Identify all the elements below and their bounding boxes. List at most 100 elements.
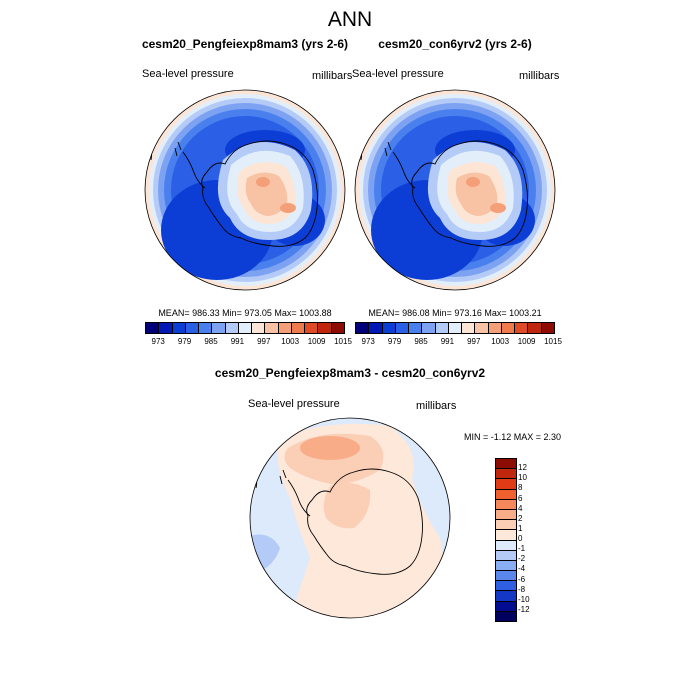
panel1-stats: MEAN= 986.33 Min= 973.05 Max= 1003.88 (158, 308, 332, 318)
colorbar-label: 979 (177, 337, 192, 346)
diff-title: cesm20_Pengfeiexp8mam3 - cesm20_con6yrv2 (214, 366, 486, 380)
panel1-map (144, 89, 346, 291)
colorbar-label: 1003 (281, 337, 300, 346)
colorbar-label: 1009 (307, 337, 326, 346)
colorbar-label: 979 (387, 337, 402, 346)
colorbar-swatch (318, 323, 332, 333)
colorbar-swatch (496, 530, 516, 541)
panel2-map (354, 89, 556, 291)
colorbar-label: 1 (518, 523, 523, 533)
panel1-colorbar-labels: 973 979 985 991 997 1003 1009 1015 (145, 337, 352, 347)
panel1-colorbar (145, 322, 345, 334)
panel2-colorbar-labels: 973 979 985 991 997 1003 1009 1015 (355, 337, 562, 347)
colorbar-label: 4 (518, 503, 523, 513)
colorbar-swatch (305, 323, 319, 333)
colorbar-swatch (212, 323, 226, 333)
colorbar-label: 973 (361, 337, 375, 346)
diff-map (249, 417, 451, 619)
colorbar-swatch (369, 323, 383, 333)
colorbar-swatch (172, 323, 186, 333)
colorbar-label: 0 (518, 534, 523, 543)
colorbar-label: 12 (518, 463, 527, 473)
panel2-colorbar (355, 322, 555, 334)
colorbar-label: 1015 (334, 337, 352, 346)
colorbar-swatch (475, 323, 489, 333)
colorbar-swatch (496, 499, 516, 510)
colorbar-label: 8 (518, 483, 523, 493)
colorbar-swatch (159, 323, 173, 333)
panel2-units: millibars (519, 70, 560, 82)
colorbar-swatch (422, 323, 436, 333)
diff-units: millibars (416, 400, 457, 412)
colorbar-swatch (331, 323, 344, 333)
colorbar-swatch (199, 323, 213, 333)
colorbar-swatch (409, 323, 423, 333)
colorbar-swatch (496, 550, 516, 561)
colorbar-swatch (496, 459, 516, 470)
colorbar-label: -8 (518, 584, 526, 594)
colorbar-label: 2 (518, 513, 523, 523)
panel2-variable: Sea-level pressure (352, 68, 444, 80)
colorbar-swatch (278, 323, 292, 333)
colorbar-label: -10 (518, 594, 530, 604)
colorbar-label: 985 (204, 337, 218, 346)
colorbar-label: 997 (257, 337, 271, 346)
colorbar-swatch (496, 571, 516, 582)
colorbar-swatch (225, 323, 239, 333)
colorbar-swatch (496, 591, 516, 602)
coastline (201, 140, 318, 247)
colorbar-label: -12 (518, 604, 530, 614)
colorbar-swatch (356, 323, 370, 333)
panel1-units: millibars (312, 70, 353, 82)
colorbar-swatch (541, 323, 554, 333)
colorbar-label: 1003 (491, 337, 510, 346)
colorbar-swatch (496, 601, 516, 612)
colorbar-swatch (515, 323, 529, 333)
colorbar-swatch (496, 469, 516, 480)
figure-title: ANN (327, 8, 373, 31)
colorbar-swatch (146, 323, 160, 333)
colorbar-label: 1009 (517, 337, 536, 346)
colorbar-label: 973 (151, 337, 165, 346)
colorbar-swatch (462, 323, 476, 333)
colorbar-label: -6 (518, 574, 526, 584)
colorbar-swatch (496, 489, 516, 500)
colorbar-swatch (496, 540, 516, 551)
colorbar-swatch (496, 581, 516, 592)
colorbar-label: 1015 (544, 337, 562, 346)
colorbar-swatch (185, 323, 200, 333)
colorbar-label: -4 (518, 564, 526, 574)
colorbar-swatch (395, 323, 410, 333)
colorbar-swatch (448, 323, 463, 333)
colorbar-swatch (488, 323, 502, 333)
colorbar-swatch (252, 323, 266, 333)
colorbar-label: -1 (518, 544, 526, 554)
panel1-variable: Sea-level pressure (142, 68, 234, 80)
colorbar-swatch (435, 323, 449, 333)
panel1-title: cesm20_Pengfeiexp8mam3 (yrs 2-6) (141, 37, 349, 51)
diff-colorbar-labels: 12 10 8 6 4 2 1 0 -1 -2 -4 -6 -8 -10 -12 (518, 458, 548, 622)
colorbar-swatch (238, 323, 253, 333)
panel2-title: cesm20_con6yrv2 (yrs 2-6) (378, 37, 532, 51)
colorbar-label: 997 (467, 337, 481, 346)
colorbar-label: 985 (414, 337, 428, 346)
colorbar-swatch (528, 323, 542, 333)
diff-variable: Sea-level pressure (248, 398, 340, 410)
colorbar-swatch (382, 323, 396, 333)
colorbar-swatch (496, 520, 516, 531)
colorbar-label: -2 (518, 554, 526, 564)
colorbar-label: 991 (440, 337, 455, 346)
colorbar-swatch (501, 323, 516, 333)
colorbar-label: 991 (230, 337, 245, 346)
panel2-stats: MEAN= 986.08 Min= 973.16 Max= 1003.21 (368, 308, 542, 318)
colorbar-swatch (496, 479, 516, 490)
colorbar-swatch (496, 509, 516, 521)
peninsula (174, 141, 206, 189)
colorbar-label: 6 (518, 493, 523, 503)
colorbar-swatch (265, 323, 279, 333)
colorbar-swatch (496, 560, 516, 572)
colorbar-swatch (291, 323, 306, 333)
diff-colorbar (495, 458, 517, 622)
colorbar-label: 10 (518, 473, 527, 483)
colorbar-swatch (496, 611, 516, 621)
